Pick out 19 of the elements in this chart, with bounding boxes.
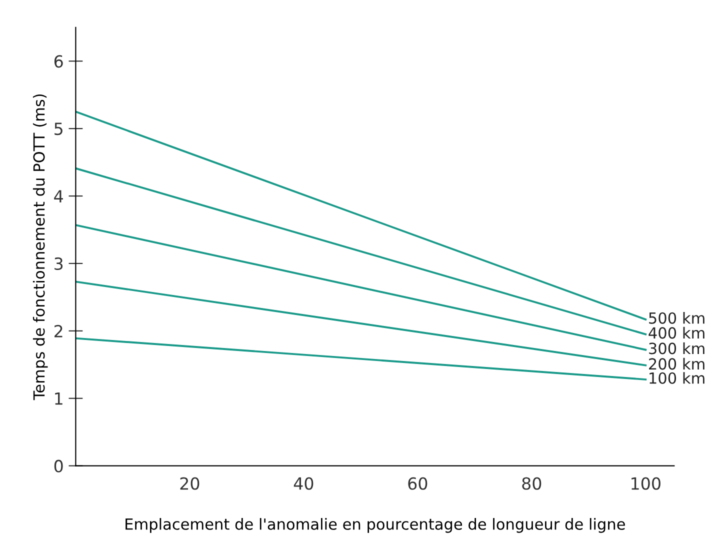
- y-tick-label: 4: [54, 190, 63, 202]
- x-tick-label: 20: [180, 477, 200, 490]
- series-label: 200 km: [649, 358, 704, 370]
- y-axis-title: Temps de fonctionnement du POTT (ms): [32, 94, 48, 400]
- series-label: 500 km: [649, 312, 704, 324]
- series-label: 100 km: [650, 372, 704, 384]
- y-tick-label: 6: [54, 55, 63, 68]
- x-tick-label: 40: [294, 477, 314, 490]
- y-tick-label: 3: [54, 257, 63, 270]
- x-tick-label: 80: [522, 477, 542, 490]
- x-tick-label: 60: [408, 477, 428, 490]
- y-tick-label: 5: [54, 122, 62, 136]
- x-axis-title: Emplacement de l'anomalie en pourcentage de longueur de ligne: [126, 518, 625, 533]
- series-label: 300 km: [649, 342, 704, 354]
- y-tick-label: 1: [55, 392, 62, 405]
- series-label: 400 km: [648, 326, 704, 339]
- y-tick-label: 2: [54, 324, 62, 338]
- x-tick-label: 100: [632, 477, 660, 490]
- y-tick-label: 0: [54, 460, 63, 472]
